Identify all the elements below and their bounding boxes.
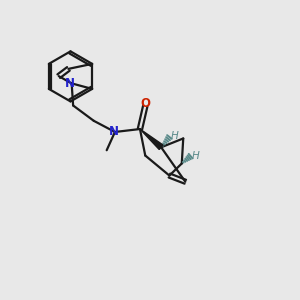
Text: H: H — [192, 151, 200, 160]
Text: O: O — [141, 97, 151, 110]
Text: N: N — [65, 77, 75, 90]
Text: N: N — [109, 125, 119, 139]
Polygon shape — [140, 129, 163, 149]
Text: H: H — [171, 131, 178, 141]
